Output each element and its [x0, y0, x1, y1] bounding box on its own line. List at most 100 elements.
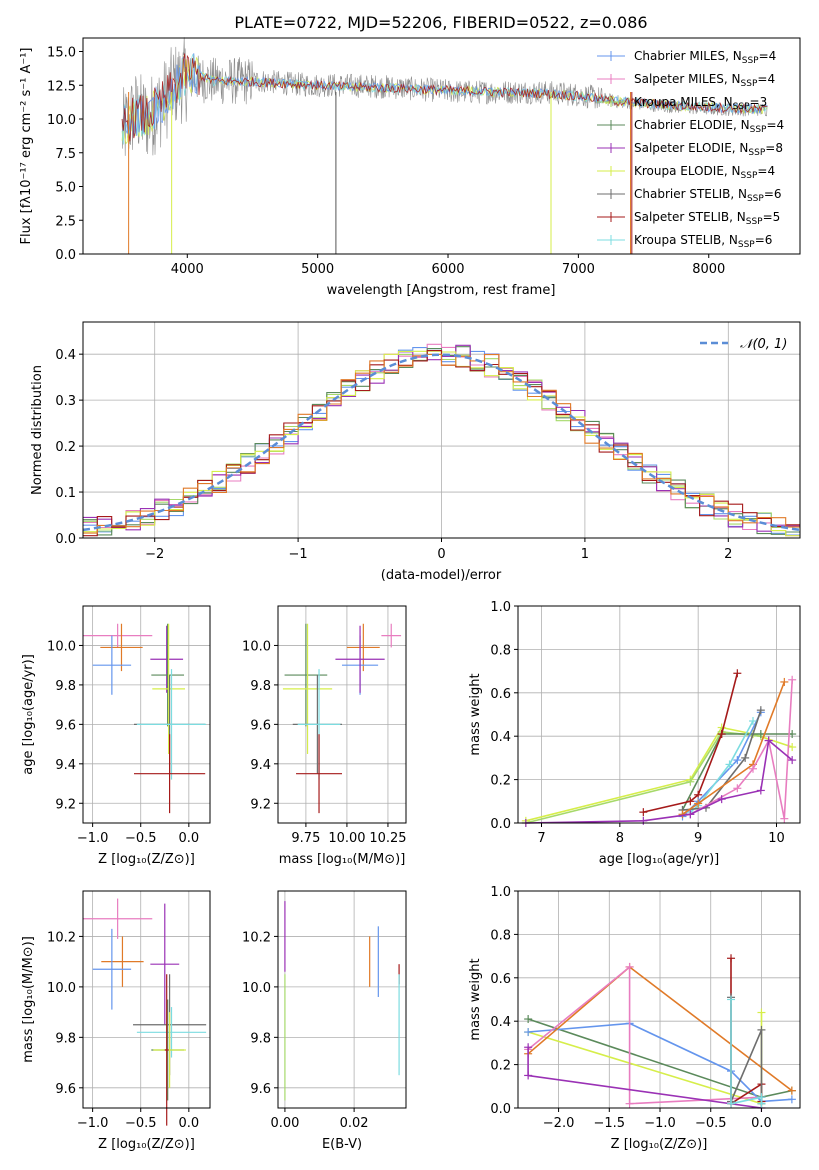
- x-tick-label: 7: [537, 831, 545, 846]
- grid: [278, 891, 406, 1108]
- y-axis-label: age [log₁₀(age/yr)]: [21, 654, 36, 775]
- y-tick-label: 9.4: [250, 758, 271, 773]
- residual-legend: 𝒩(0, 1): [700, 337, 787, 352]
- axes-frame: [277, 605, 407, 824]
- x-tick-label: −1.0: [644, 1116, 676, 1131]
- y-tick-label: 0.8: [490, 643, 511, 658]
- y-tick-label: 0.4: [490, 730, 511, 745]
- legend-label: Salpeter MILES, NSSP=4: [634, 72, 775, 89]
- spectrum-axes-frame: [82, 37, 801, 255]
- x-axis-label: Z [log₁₀(Z/Z⊙)]: [611, 1137, 708, 1152]
- x-axis-label: E(B-V): [322, 1137, 362, 1152]
- axes-frame: [517, 605, 801, 824]
- legend-label: Salpeter STELIB, NSSP=5: [634, 210, 780, 227]
- y-tick-label: 10.0: [47, 113, 76, 128]
- y-tick-label: 0.8: [490, 928, 511, 943]
- y-tick-label: 9.4: [55, 758, 76, 773]
- y-tick-label: 0.0: [490, 1102, 511, 1117]
- x-tick-label: 2: [724, 547, 732, 562]
- legend-label: Kroupa STELIB, NSSP=6: [634, 233, 772, 250]
- y-tick-label: 9.6: [250, 1082, 271, 1097]
- x-tick-label: 4000: [171, 262, 204, 277]
- y-axis-label: mass weight: [468, 673, 483, 755]
- x-tick-label: 0: [437, 547, 445, 562]
- x-tick-label: 1: [581, 547, 589, 562]
- y-tick-label: 0.4: [55, 348, 76, 363]
- y-tick-label: 10.0: [47, 981, 76, 996]
- x-tick-label: −1.0: [77, 831, 109, 846]
- spectrum-xlabel: wavelength [Angstrom, rest frame]: [327, 283, 556, 298]
- residual-histogram: [83, 353, 800, 534]
- axes-frame: [277, 890, 407, 1109]
- y-axis-label: mass weight: [468, 958, 483, 1040]
- y-tick-label: 9.2: [55, 797, 76, 812]
- x-tick-label: 0.02: [340, 1116, 369, 1131]
- grid: [83, 606, 210, 823]
- weight-line: [643, 673, 739, 813]
- x-axis-label: age [log₁₀(age/yr)]: [599, 852, 720, 867]
- y-tick-label: 12.5: [47, 79, 76, 94]
- legend-label: Chabrier ELODIE, NSSP=4: [634, 118, 784, 135]
- y-axis-label: mass [log₁₀(M/M⊙)]: [21, 936, 36, 1063]
- x-tick-label: −2.0: [543, 1116, 575, 1131]
- grid: [278, 606, 406, 823]
- y-tick-label: 0.0: [55, 532, 76, 547]
- weight-line: [681, 733, 793, 811]
- x-tick-label: −0.5: [125, 1116, 157, 1131]
- spectrum-panel: PLATE=0722, MJD=52206, FIBERID=0522, z=0…: [19, 13, 801, 298]
- legend-label: Chabrier STELIB, NSSP=6: [634, 187, 782, 204]
- y-tick-label: 9.6: [55, 1082, 76, 1097]
- x-tick-label: 9: [694, 831, 702, 846]
- spectrum-title: PLATE=0722, MJD=52206, FIBERID=0522, z=0…: [234, 13, 647, 32]
- y-tick-label: 5.0: [55, 181, 76, 196]
- plot-area: [83, 623, 207, 814]
- ebv-mass-panel: 0.00 0.02 9.6 9.8 10.0 10.2 E(B-V): [242, 890, 407, 1152]
- mass-age-panel: 9.75 10.00 10.25 9.2 9.4 9.6 9.8 10.0 mass [log₁…: [242, 605, 407, 867]
- axes-frame: [517, 890, 801, 1109]
- plot-area: [521, 669, 797, 827]
- y-tick-label: 9.8: [55, 1031, 76, 1046]
- axes-frame: [82, 605, 211, 824]
- x-tick-label: 0.0: [751, 1116, 772, 1131]
- spectrum-legend: Chabrier MILES, NSSP=4 Salpeter MILES, NS…: [597, 49, 784, 250]
- grid: [83, 891, 210, 1108]
- y-tick-label: 0.0: [490, 817, 511, 832]
- x-axis-label: mass [log₁₀(M/M⊙)]: [279, 852, 406, 867]
- x-tick-label: 5000: [301, 262, 334, 277]
- x-tick-label: 10.00: [328, 831, 365, 846]
- weight-line: [527, 965, 762, 1105]
- x-tick-label: −2: [145, 547, 164, 562]
- z-weight-panel: −2.0 −1.5 −1.0 −0.5 0.0 0.0 0.2 0.4 0.6 0.8 1.0 Z […: [468, 885, 801, 1152]
- age-weight-panel: 7 8 9 10 0.0 0.2 0.4 0.6 0.8 1.0 age [log₁₀(age/yr…: [468, 600, 801, 867]
- y-tick-label: 9.8: [55, 679, 76, 694]
- y-tick-label: 15.0: [47, 46, 76, 61]
- legend-label: Kroupa ELODIE, NSSP=4: [634, 164, 775, 181]
- normal-curve: [82, 353, 801, 532]
- x-tick-label: −1.0: [77, 1116, 109, 1131]
- y-tick-label: 0.6: [490, 687, 511, 702]
- x-tick-label: −1: [289, 547, 308, 562]
- plot-area: [282, 623, 402, 814]
- y-tick-label: 0.3: [55, 394, 76, 409]
- residual-ylabel: Normed distribution: [30, 365, 45, 495]
- y-tick-label: 1.0: [490, 600, 511, 615]
- residual-panel: −2 −1 0 1 2 0.0 0.1 0.2 0.3 0.4 (data-model)/erro…: [30, 321, 801, 583]
- y-tick-label: 1.0: [490, 885, 511, 900]
- y-tick-label: 9.6: [55, 718, 76, 733]
- y-tick-label: 10.0: [242, 981, 271, 996]
- spectrum-ylabel: Flux [fλ10⁻¹⁷ erg cm⁻² s⁻¹ A⁻¹]: [19, 48, 34, 245]
- x-tick-label: −1.5: [594, 1116, 626, 1131]
- y-tick-label: 2.5: [55, 214, 76, 229]
- legend-label: Salpeter ELODIE, NSSP=8: [634, 141, 783, 158]
- y-tick-label: 0.4: [490, 1015, 511, 1030]
- y-tick-label: 0.1: [55, 486, 76, 501]
- x-axis-label: Z [log₁₀(Z/Z⊙)]: [98, 852, 195, 867]
- plot-area: [284, 901, 400, 1101]
- legend-normal-label: 𝒩(0, 1): [740, 337, 787, 352]
- x-tick-label: 0.00: [270, 1116, 299, 1131]
- x-tick-label: 7000: [562, 262, 595, 277]
- x-tick-label: 8: [616, 831, 624, 846]
- y-tick-label: 9.8: [250, 679, 271, 694]
- plot-area: [524, 954, 796, 1112]
- x-tick-label: 10: [768, 831, 785, 846]
